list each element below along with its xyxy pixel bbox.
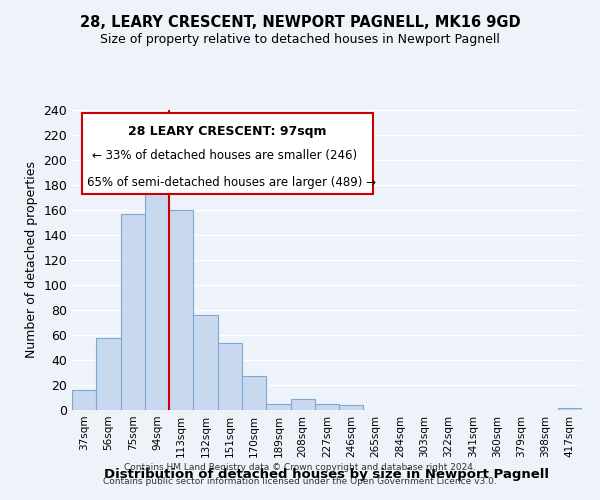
Bar [558,408,582,410]
Text: Contains public sector information licensed under the Open Government Licence v3: Contains public sector information licen… [103,477,497,486]
Text: 28 LEARY CRESCENT: 97sqm: 28 LEARY CRESCENT: 97sqm [128,125,327,138]
FancyBboxPatch shape [82,113,373,194]
Bar [169,210,193,410]
Text: Contains HM Land Registry data © Crown copyright and database right 2024.: Contains HM Land Registry data © Crown c… [124,464,476,472]
Bar [242,376,266,410]
Bar [339,405,364,410]
Bar [96,338,121,410]
Bar [193,315,218,410]
Bar [266,404,290,410]
Bar [121,214,145,410]
Bar [315,404,339,410]
Text: 65% of semi-detached houses are larger (489) →: 65% of semi-detached houses are larger (… [88,176,376,189]
Bar [145,179,169,410]
X-axis label: Distribution of detached houses by size in Newport Pagnell: Distribution of detached houses by size … [104,468,550,481]
Text: 28, LEARY CRESCENT, NEWPORT PAGNELL, MK16 9GD: 28, LEARY CRESCENT, NEWPORT PAGNELL, MK1… [80,15,520,30]
Bar [290,399,315,410]
Y-axis label: Number of detached properties: Number of detached properties [25,162,38,358]
Bar [218,342,242,410]
Text: Size of property relative to detached houses in Newport Pagnell: Size of property relative to detached ho… [100,32,500,46]
Text: ← 33% of detached houses are smaller (246): ← 33% of detached houses are smaller (24… [92,149,358,162]
Bar [72,390,96,410]
